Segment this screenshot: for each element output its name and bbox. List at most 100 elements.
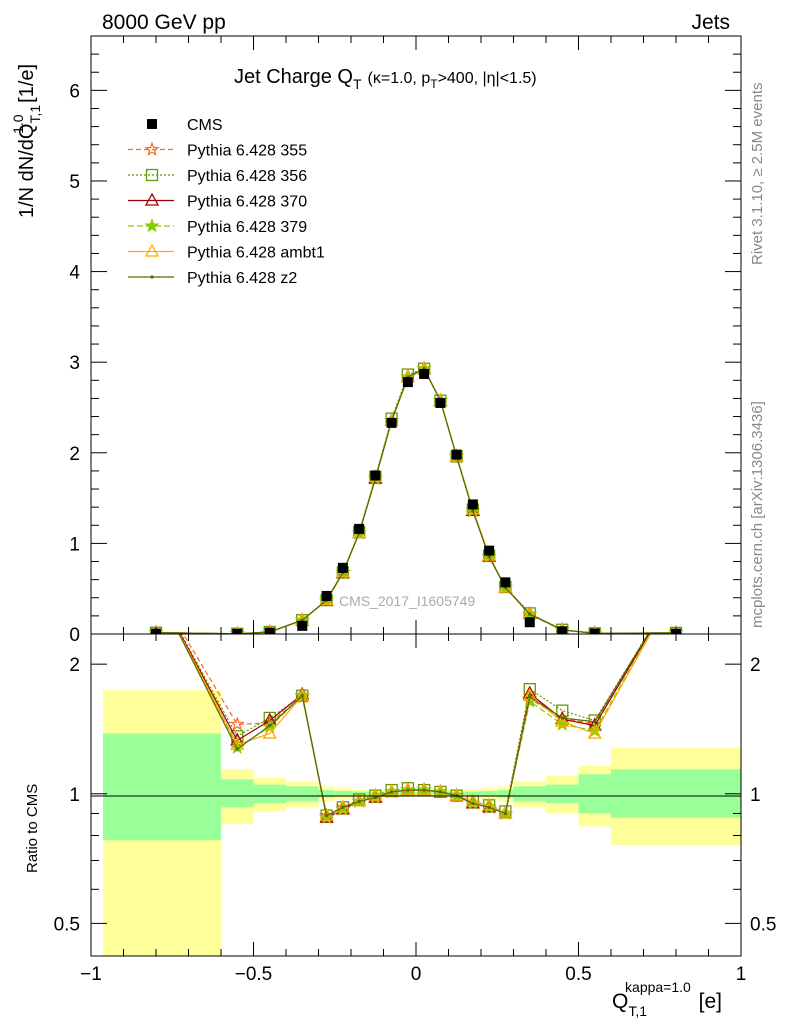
mcplots-reference-label: mcplots.cern.ch [arXiv:1306.3436] <box>749 401 766 628</box>
analysis-watermark: CMS_2017_I1605749 <box>339 593 475 609</box>
inner-band-bin <box>497 790 514 798</box>
ratio-point-z2 <box>471 801 475 805</box>
plot-title: Jet Charge QT (κ=1.0, pT>400, |η|<1.5) <box>234 66 537 92</box>
ratio-y-tick-label: 2 <box>69 655 80 676</box>
ratio-point-ambt1 <box>368 787 383 801</box>
y-tick-label: 1 <box>69 534 80 555</box>
ratio-point-z2 <box>560 716 564 720</box>
ratio-point-z2 <box>528 695 532 699</box>
ratio-point-z2 <box>487 805 491 809</box>
cms-data-point <box>484 545 495 556</box>
ratio-point-z2 <box>341 805 345 809</box>
ratio-point-p379 <box>150 582 162 593</box>
header-process-label: Jets <box>691 11 730 34</box>
cms-data-point <box>524 617 535 628</box>
legend-marker-p355 <box>144 141 160 156</box>
ratio-point-p370 <box>150 582 162 593</box>
ratio-point-ambt1 <box>522 687 537 701</box>
top-point-z2 <box>487 554 491 559</box>
y-tick-label: 5 <box>69 172 80 193</box>
ratio-point-ambt1 <box>262 725 277 739</box>
legend-marker-p370 <box>144 192 160 206</box>
top-y-axis-label: 1/N dN/dQT,11.0 [1/e] <box>10 64 43 218</box>
x-tick-label: −1 <box>80 964 102 985</box>
ratio-point-z2 <box>325 813 329 818</box>
ratio-point-ambt1 <box>482 797 497 811</box>
axis-ticks: −1 −0.5 0 0.5 1 0 1 2 3 4 5 6 0.5 0.5 1 1 2 2 <box>54 36 776 985</box>
legend-label-p370: Pythia 6.428 370 <box>187 194 307 211</box>
top-point-z2 <box>528 612 532 616</box>
inner-band-bin <box>103 733 221 841</box>
inner-band-bin <box>416 791 433 796</box>
ratio-point-z2 <box>268 723 272 728</box>
cms-data-point <box>386 417 397 428</box>
legend-label-z2: Pythia 6.428 z2 <box>187 270 297 287</box>
ratio-point-p356 <box>671 583 682 594</box>
uncertainty-bands <box>103 690 741 956</box>
cms-data-point <box>337 562 348 573</box>
legend-label-ambt1: Pythia 6.428 ambt1 <box>187 245 325 262</box>
ratio-point-ambt1 <box>417 782 432 796</box>
inner-band-bin <box>334 790 351 797</box>
cms-data-point <box>435 397 446 408</box>
ratio-point-z2 <box>373 795 377 800</box>
inner-band-bin <box>546 784 579 804</box>
top-point-z2 <box>471 509 475 513</box>
ratio-y-tick-label: 0.5 <box>54 914 80 935</box>
ratio-point-p355 <box>229 716 245 731</box>
x-tick-label: 0.5 <box>565 964 591 985</box>
y-tick-label: 2 <box>69 444 80 465</box>
inner-band-bin <box>481 790 498 797</box>
cms-data-point <box>297 620 308 631</box>
ratio-point-z2 <box>674 587 677 590</box>
ratio-point-z2 <box>593 720 597 724</box>
ratio-point-p370 <box>670 582 682 593</box>
legend-label-p356: Pythia 6.428 356 <box>187 168 307 185</box>
y-tick-label: 0 <box>69 625 80 646</box>
ratio-point-ambt1 <box>400 782 415 796</box>
x-tick-label: −0.5 <box>235 964 273 985</box>
ratio-point-z2 <box>438 790 442 794</box>
header-beam-label: 8000 GeV pp <box>102 11 226 34</box>
rivet-version-label: Rivet 3.1.10, ≥ 2.5M events <box>749 83 766 266</box>
top-line-z2 <box>155 367 677 634</box>
cms-data-point <box>451 449 462 460</box>
cms-data-point <box>500 577 511 588</box>
ratio-y-axis-label: Ratio to CMS <box>24 784 41 873</box>
legend-marker-cms <box>147 119 157 129</box>
ratio-point-p356 <box>151 583 162 594</box>
legend-marker-z2 <box>150 275 154 279</box>
cms-data-point <box>370 470 381 481</box>
ratio-point-ambt1 <box>295 687 310 701</box>
ratio-point-ambt1 <box>587 725 602 739</box>
cms-data-point <box>557 626 568 634</box>
ratio-point-z2 <box>422 788 426 792</box>
cms-data-point <box>354 523 365 534</box>
cms-data-point <box>232 628 243 634</box>
inner-band-bin <box>286 786 319 802</box>
legend-marker-p356 <box>145 168 159 182</box>
ratio-point-p355 <box>670 582 682 593</box>
ratio-point-z2 <box>503 811 507 816</box>
ratio-point-z2 <box>390 790 394 794</box>
ratio-point-p355 <box>150 582 162 593</box>
ratio-point-p379 <box>670 582 682 593</box>
cms-data-point <box>264 627 275 634</box>
x-tick-label: 1 <box>736 964 747 985</box>
inner-band-bin <box>253 784 286 804</box>
ratio-line-z2 <box>178 634 649 817</box>
inner-band-bin <box>221 779 254 808</box>
cms-data-point <box>321 590 332 601</box>
ratio-point-ambt1 <box>555 713 570 727</box>
legend-marker-p379 <box>144 218 160 233</box>
x-tick-label: 0 <box>411 964 422 985</box>
cms-data-point <box>402 377 413 388</box>
y-tick-label: 3 <box>69 353 80 374</box>
distribution-series-layer <box>148 360 684 634</box>
ratio-point-z2 <box>154 587 157 590</box>
inner-band-bin <box>611 769 741 818</box>
legend-label-cms: CMS <box>187 117 223 134</box>
ratio-series-layer <box>150 582 682 825</box>
y-tick-label: 6 <box>69 81 80 102</box>
